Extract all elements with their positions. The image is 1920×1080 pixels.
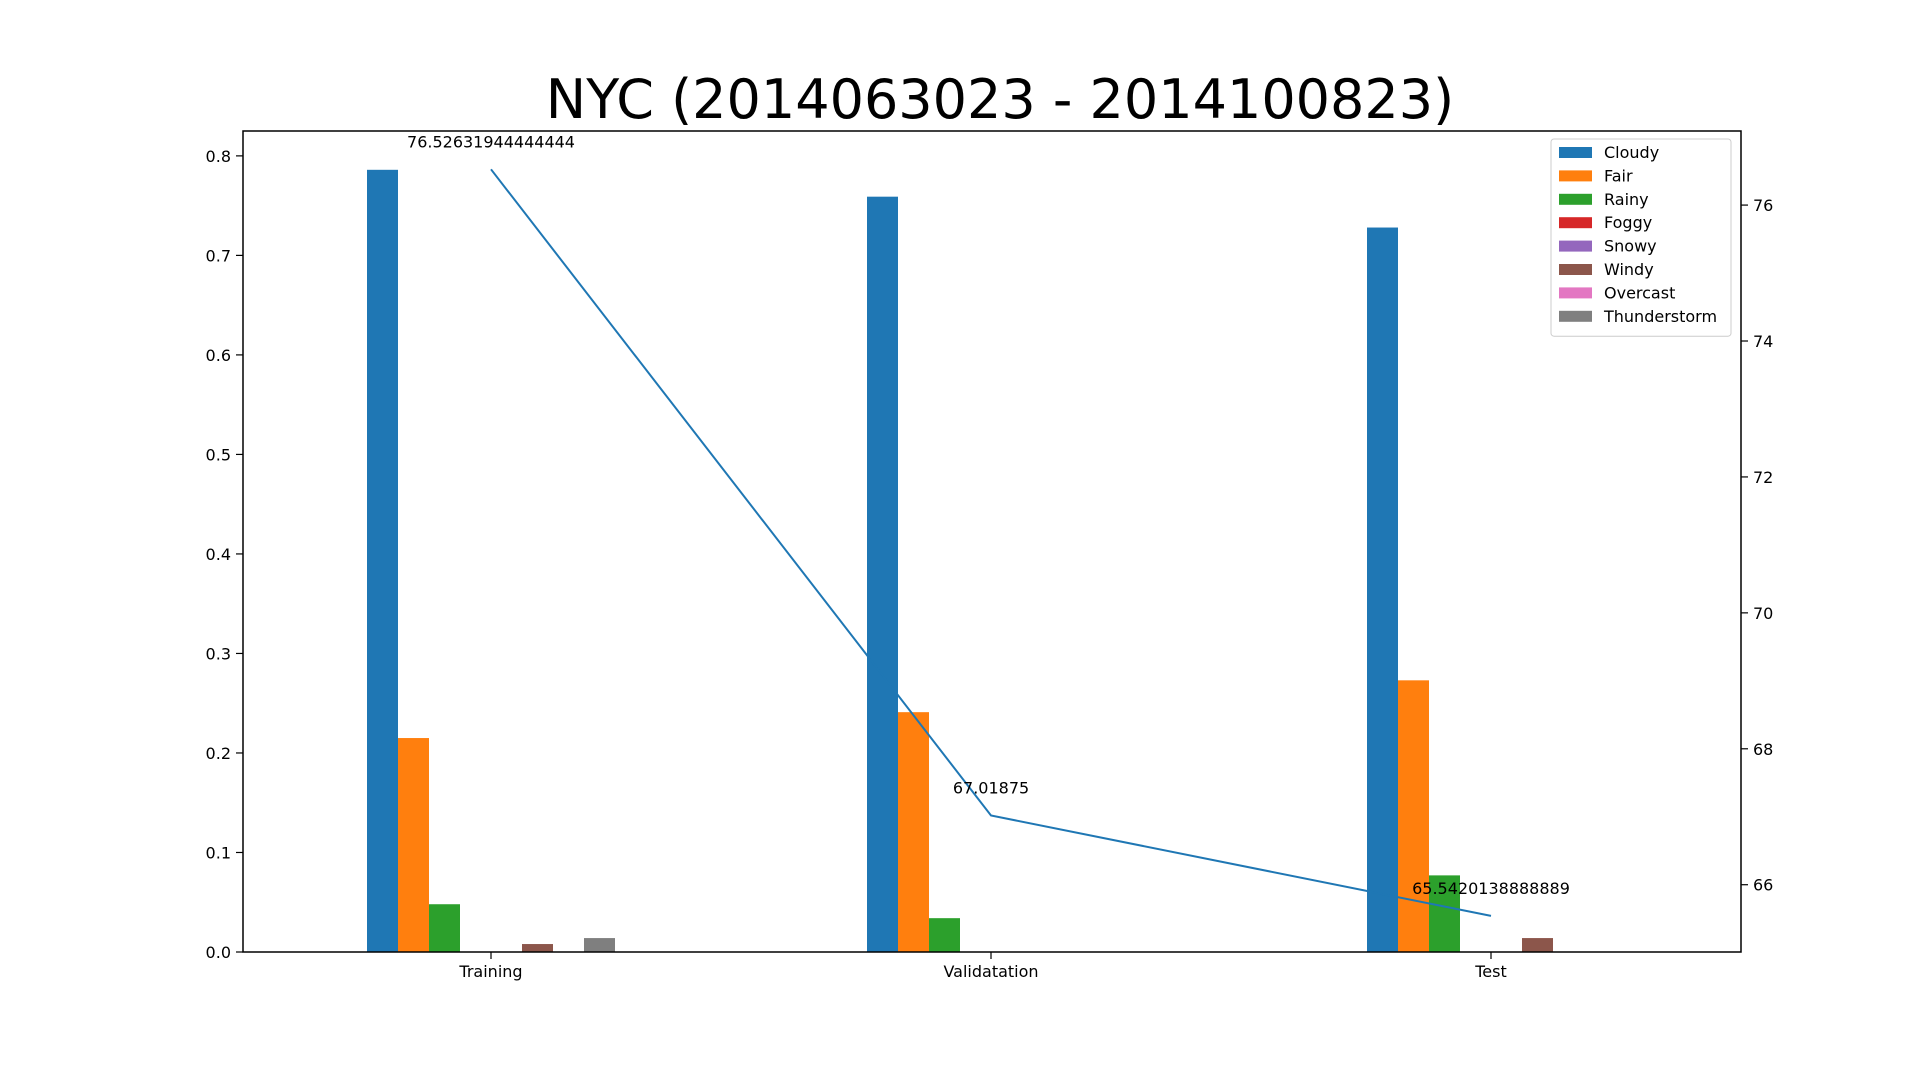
y-tick-label: 0.7 — [206, 246, 231, 265]
bar — [584, 938, 615, 952]
y-tick-label: 0.1 — [206, 843, 231, 862]
legend-label: Thunderstorm — [1603, 307, 1717, 326]
legend: Cloudy Fair Rainy Foggy Snowy Windy Overcast Th… — [1550, 138, 1732, 337]
bar — [398, 738, 429, 952]
data-label: 76.52631944444444 — [407, 132, 575, 151]
legend-label: Windy — [1604, 260, 1654, 279]
bar — [367, 169, 398, 952]
bar — [1398, 680, 1429, 952]
y-tick-label: 0.8 — [206, 147, 231, 166]
line-layer: 76.52631944444444 67.01875 65.542013888888… — [407, 132, 1570, 917]
data-label: 65.5420138888889 — [1412, 879, 1570, 898]
y2-tick-label: 74 — [1753, 332, 1773, 351]
x-tick-label: Test — [1474, 962, 1507, 981]
legend-label: Cloudy — [1604, 143, 1659, 162]
y-tick-label: 0.0 — [206, 943, 231, 962]
bar — [1429, 875, 1460, 952]
bar — [1367, 227, 1398, 953]
bar — [929, 918, 960, 952]
y2-tick-label: 66 — [1753, 876, 1773, 895]
y2-tick-label: 70 — [1753, 604, 1773, 623]
bars-layer — [367, 169, 1553, 953]
x-tick-label: Training — [458, 962, 522, 981]
legend-swatch — [1559, 147, 1592, 158]
legend-swatch — [1559, 170, 1592, 182]
legend-box — [1550, 138, 1732, 337]
y2-tick-label: 76 — [1753, 196, 1773, 215]
chart-title: NYC (2014063023 - 2014100823) — [546, 68, 1454, 131]
y-tick-label: 0.6 — [206, 346, 231, 365]
y-tick-label: 0.4 — [206, 545, 231, 564]
legend-label: Snowy — [1604, 237, 1657, 256]
legend-swatch — [1559, 287, 1592, 299]
x-tick-label: Validatation — [943, 962, 1038, 981]
line-series — [490, 168, 1492, 917]
bar — [898, 712, 929, 952]
y-tick-label: 0.2 — [206, 744, 231, 763]
legend-swatch — [1559, 264, 1592, 275]
bar — [522, 944, 553, 952]
legend-swatch — [1559, 240, 1592, 252]
y2-tick-label: 68 — [1753, 740, 1773, 759]
legend-label: Fair — [1604, 166, 1633, 185]
legend-label: Foggy — [1604, 213, 1652, 232]
data-label: 67.01875 — [953, 778, 1029, 797]
bar — [429, 904, 460, 952]
plot-frame — [242, 130, 1742, 953]
y2-tick-label: 72 — [1753, 468, 1773, 487]
legend-swatch — [1559, 217, 1592, 229]
y-tick-label: 0.3 — [206, 644, 231, 663]
legend-label: Overcast — [1604, 283, 1675, 302]
legend-swatch — [1559, 310, 1592, 322]
bar — [867, 196, 898, 952]
legend-label: Rainy — [1604, 190, 1649, 209]
y-tick-label: 0.5 — [206, 445, 231, 464]
axes-layer: 0.0 0.1 0.2 0.3 0.4 0.5 0.6 0.7 0.8 66 68 70 72 74 76 T… — [206, 130, 1773, 981]
bar — [1522, 938, 1553, 952]
legend-swatch — [1559, 193, 1592, 205]
